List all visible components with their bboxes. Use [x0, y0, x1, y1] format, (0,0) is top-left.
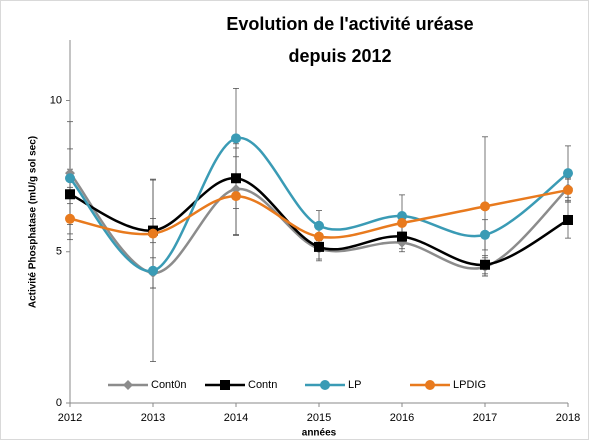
data-point	[397, 211, 407, 222]
legend-label: Contn	[248, 379, 277, 391]
data-point	[231, 184, 241, 195]
legend-label: LP	[348, 379, 361, 391]
data-point	[314, 220, 324, 231]
x-tick-label: 2017	[473, 412, 497, 424]
data-point	[148, 228, 158, 239]
x-tick-label: 2016	[390, 412, 414, 424]
x-tick-label: 2015	[307, 412, 331, 424]
x-tick-label: 2018	[556, 412, 580, 424]
y-axis-label: Activité Phosphatase (mU/g sol sec)	[28, 136, 39, 308]
data-point	[231, 173, 241, 184]
legend-marker	[425, 380, 435, 390]
legend-marker	[320, 380, 330, 390]
data-point	[480, 259, 490, 270]
x-axis-label: années	[302, 428, 337, 439]
x-tick-label: 2013	[141, 412, 165, 424]
data-point	[563, 168, 573, 179]
data-point	[231, 191, 241, 202]
y-tick-label: 5	[56, 246, 62, 258]
data-point	[480, 201, 490, 212]
data-point	[65, 173, 75, 184]
data-point	[563, 214, 573, 225]
y-tick-label: 10	[50, 94, 62, 106]
data-point	[231, 133, 241, 144]
x-tick-label: 2014	[224, 412, 248, 424]
data-point	[314, 231, 324, 242]
data-point	[148, 265, 158, 276]
data-point	[397, 218, 407, 229]
data-point	[65, 213, 75, 224]
chart-subtitle: depuis 2012	[288, 46, 391, 66]
legend-label: LPDIG	[453, 379, 486, 391]
chart-title: Evolution de l'activité uréase	[226, 14, 473, 34]
legend-marker	[220, 380, 230, 390]
data-point	[65, 189, 75, 200]
legend-label: Cont0n	[151, 379, 186, 391]
x-tick-label: 2012	[58, 412, 82, 424]
data-point	[480, 229, 490, 240]
data-point	[563, 185, 573, 196]
y-tick-label: 0	[56, 397, 62, 409]
data-point	[397, 231, 407, 242]
data-point	[314, 241, 324, 252]
legend-marker	[123, 380, 133, 390]
